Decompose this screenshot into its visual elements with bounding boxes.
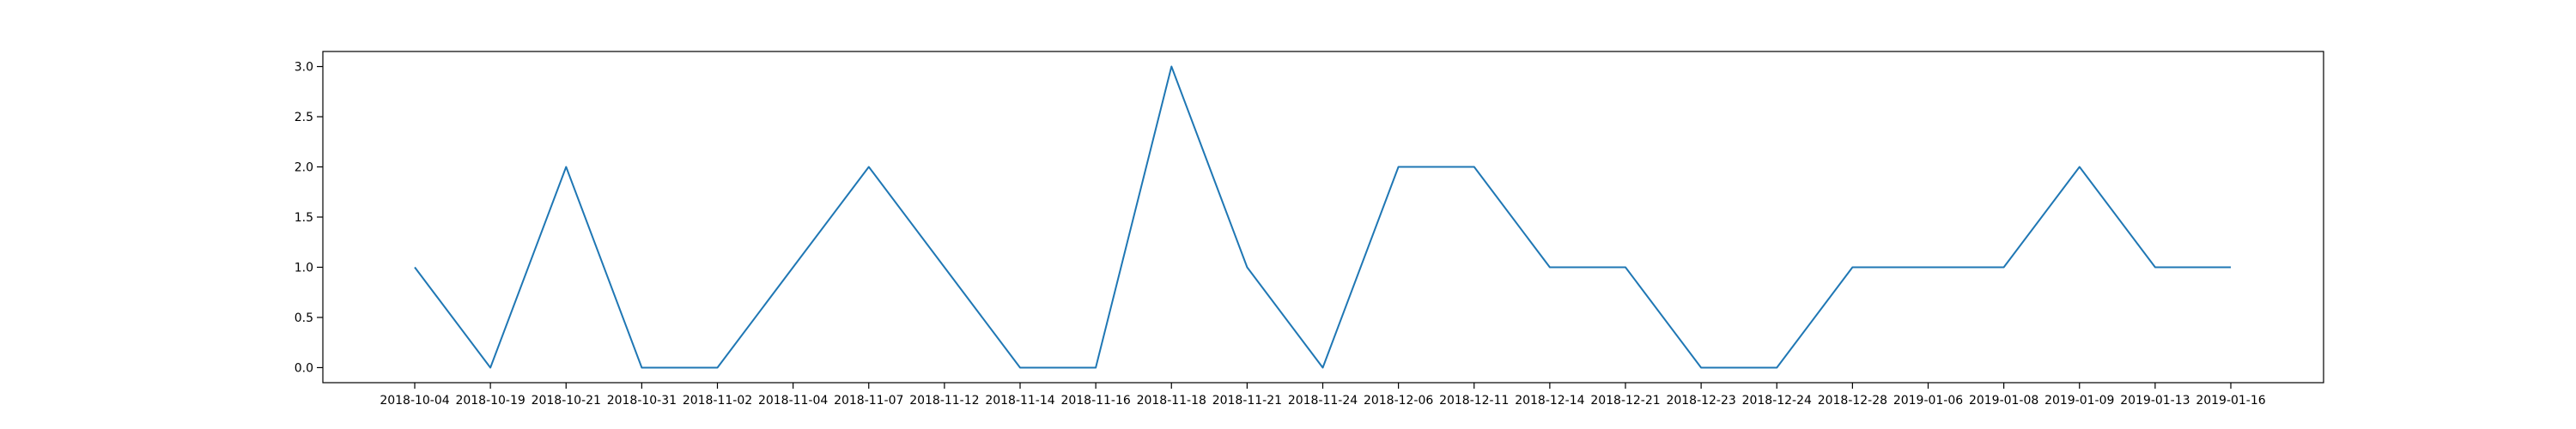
x-tick-label: 2018-11-12: [909, 394, 979, 408]
x-tick-label: 2018-12-24: [1742, 394, 1812, 408]
y-axis: 0.0 0.5 1.0 1.5 2.0 2.5 3.0: [295, 61, 323, 375]
x-tick-label: 2018-12-28: [1818, 394, 1887, 408]
x-tick-label: 2018-12-11: [1439, 394, 1509, 408]
x-axis: 2018-10-04 2018-10-19 2018-10-21 2018-10-31…: [380, 383, 2266, 408]
x-tick-label: 2018-12-21: [1590, 394, 1660, 408]
x-tick-label: 2018-10-31: [607, 394, 677, 408]
x-tick-label: 2019-01-16: [2196, 394, 2265, 408]
series-line: [414, 65, 2231, 369]
y-tick-label: 0.5: [295, 311, 313, 325]
x-tick-label: 2019-01-13: [2120, 394, 2190, 408]
y-tick-label: 2.0: [295, 161, 313, 175]
x-tick-label: 2018-11-24: [1288, 394, 1358, 408]
x-tick-label: 2018-10-19: [455, 394, 525, 408]
y-tick-label: 3.0: [295, 61, 313, 75]
x-tick-label: 2018-11-16: [1060, 394, 1130, 408]
x-tick-label: 2018-11-07: [834, 394, 903, 408]
x-tick-label: 2018-12-23: [1666, 394, 1735, 408]
x-tick-label: 2018-11-02: [683, 394, 752, 408]
x-tick-label: 2018-12-14: [1515, 394, 1584, 408]
x-tick-label: 2019-01-06: [1893, 394, 1963, 408]
y-tick-label: 0.0: [295, 361, 313, 375]
x-tick-label: 2018-11-14: [985, 394, 1054, 408]
x-tick-label: 2018-10-04: [380, 394, 449, 408]
x-tick-label: 2018-11-18: [1137, 394, 1206, 408]
x-tick-label: 2018-11-21: [1212, 394, 1282, 408]
x-tick-label: 2018-12-06: [1364, 394, 1433, 408]
x-tick-label: 2019-01-08: [1969, 394, 2038, 408]
y-tick-label: 2.5: [295, 111, 313, 124]
x-tick-label: 2018-10-21: [532, 394, 601, 408]
series-layer: [414, 65, 2231, 369]
y-tick-label: 1.5: [295, 211, 313, 225]
x-tick-label: 2018-11-04: [758, 394, 828, 408]
y-tick-label: 1.0: [295, 261, 313, 275]
x-tick-label: 2019-01-09: [2044, 394, 2114, 408]
